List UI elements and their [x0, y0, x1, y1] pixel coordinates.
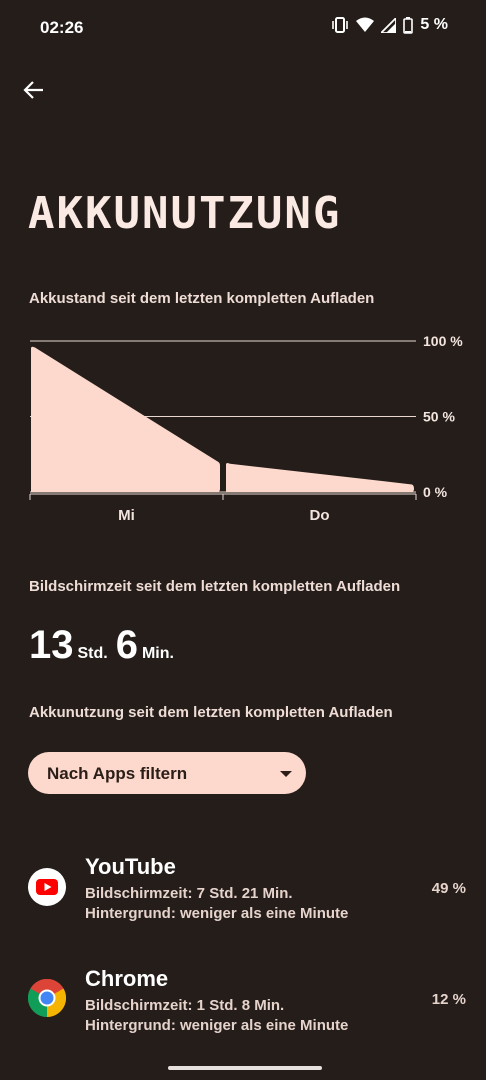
app-percent: 12 %	[431, 991, 466, 1008]
y-tick-label: 0 %	[423, 484, 448, 500]
app-screen-time: Bildschirmzeit: 1 Std. 8 Min.	[85, 997, 285, 1014]
y-tick-label: 100 %	[423, 333, 463, 349]
battery-area-mi	[31, 346, 220, 492]
battery-icon	[403, 16, 414, 34]
screen-time-hours: 13	[29, 623, 74, 667]
gesture-nav-bar[interactable]	[168, 1066, 322, 1070]
battery-chart-label: Akkustand seit dem letzten kompletten Au…	[29, 290, 375, 307]
screen-time-value: 13 Std. 6 Min.	[29, 623, 182, 668]
screen-time-minutes: 6	[115, 623, 138, 667]
status-bar: 02:26 5 %	[0, 0, 486, 56]
battery-percent: 5 %	[420, 16, 448, 33]
app-name: YouTube	[85, 854, 176, 879]
screen-time-minutes-unit: Min.	[141, 645, 174, 662]
wifi-icon	[356, 17, 375, 32]
filter-label: Nach Apps filtern	[47, 764, 188, 783]
chrome-icon	[27, 978, 67, 1018]
app-background-time: Hintergrund: weniger als eine Minute	[85, 905, 349, 922]
app-screen-time: Bildschirmzeit: 7 Std. 21 Min.	[85, 885, 293, 902]
page-title: AKKUNUTZUNG	[28, 188, 342, 239]
x-tick-label: Do	[310, 507, 330, 524]
status-time: 02:26	[40, 18, 84, 37]
battery-chart: 100 % 50 % 0 % Mi Do	[29, 333, 463, 524]
screen-time-label: Bildschirmzeit seit dem letzten komplett…	[29, 578, 401, 595]
app-row-youtube[interactable]: YouTube Bildschirmzeit: 7 Std. 21 Min. H…	[0, 845, 486, 935]
usage-label: Akkunutzung seit dem letzten kompletten …	[29, 704, 393, 721]
y-tick-label: 50 %	[423, 409, 455, 425]
app-row-chrome[interactable]: Chrome Bildschirmzeit: 1 Std. 8 Min. Hin…	[0, 957, 486, 1047]
signal-icon	[381, 17, 397, 33]
status-icons: 5 %	[331, 16, 448, 34]
back-button[interactable]	[18, 74, 50, 106]
battery-area-do	[226, 463, 414, 492]
youtube-icon	[28, 868, 66, 906]
vibrate-icon	[332, 17, 349, 33]
app-percent: 49 %	[431, 880, 466, 897]
app-name: Chrome	[85, 966, 169, 991]
filter-dropdown[interactable]: Nach Apps filtern	[28, 752, 306, 794]
screen-time-hours-unit: Std.	[77, 645, 108, 662]
x-tick-label: Mi	[118, 507, 135, 524]
app-background-time: Hintergrund: weniger als eine Minute	[85, 1017, 349, 1034]
arrow-left-icon	[23, 81, 43, 99]
chevron-down-icon	[280, 771, 292, 777]
